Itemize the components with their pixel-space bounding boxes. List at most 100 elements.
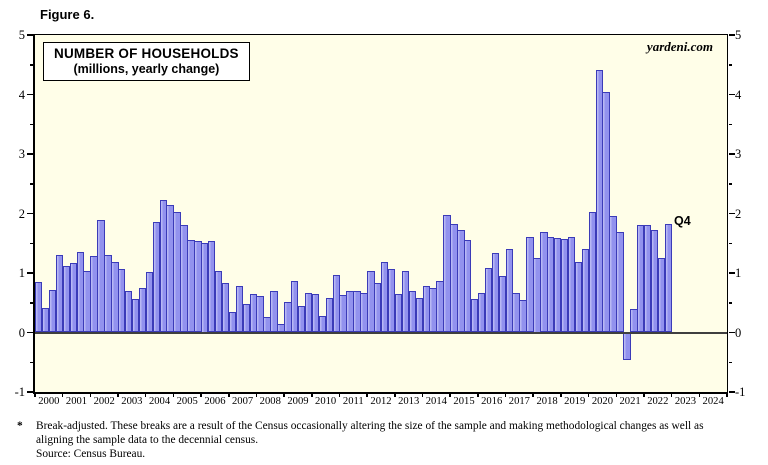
x-year-label: 2003 [121,396,143,407]
y-major-tick-right [728,391,735,393]
footnote-line2: aligning the sample data to the decennia… [36,433,259,446]
x-year-tick [228,392,230,397]
y-minor-tick-right [728,361,732,363]
x-year-tick [117,392,119,397]
y-major-tick-right [728,153,735,155]
plot-area: NUMBER OF HOUSEHOLDS (millions, yearly c… [15,29,746,407]
x-year-label: 2022 [647,396,669,407]
x-year-tick [89,392,92,397]
y-major-tick-left [27,212,34,215]
x-year-tick [726,392,728,397]
y-axis-label-left: 4 [18,87,25,102]
y-axis-label-left: -1 [14,385,25,399]
y-major-tick-right [728,34,735,36]
x-year-label: 2001 [65,396,88,407]
x-year-tick [366,392,368,397]
x-year-tick [338,392,341,397]
x-year-tick [144,392,147,397]
x-year-label: 2011 [342,396,364,407]
x-year-tick [670,392,673,397]
x-year-tick [394,392,396,397]
bar [623,332,631,360]
y-minor-tick-right [728,183,732,185]
x-year-label: 2019 [564,396,586,407]
bar [616,231,624,333]
x-year-label: 2007 [231,396,254,407]
x-year-label: 2021 [619,396,641,407]
footnote: * Break-adjusted. These breaks are a res… [16,420,756,461]
y-minor-tick-right [728,242,732,244]
y-minor-tick-right [728,64,732,66]
watermark-yardeni: yardeni.com [646,39,713,54]
y-axis-label-left: 2 [18,206,25,221]
x-year-tick [255,392,258,397]
y-major-tick-left [27,153,34,155]
x-year-label: 2004 [148,396,171,407]
y-axis-label-right: 5 [735,28,742,42]
x-year-tick [200,392,202,397]
chart-title-line2: (millions, yearly change) [73,61,220,76]
y-axis-label-right: 1 [735,266,742,280]
x-year-tick [421,392,424,397]
y-axis-label-left: 1 [18,266,25,280]
y-major-tick-left [27,93,34,96]
bar [664,224,673,333]
y-minor-tick-right [728,123,732,125]
y-axis-label-left: 5 [18,28,25,42]
x-year-label: 2010 [315,396,337,407]
x-year-tick [449,392,451,397]
y-axis-label-left: 3 [18,147,25,161]
y-axis-label-right: 0 [735,325,742,340]
y-major-tick-left [27,34,34,36]
x-year-tick [283,392,285,397]
y-minor-tick-left [30,242,34,244]
y-minor-tick-left [30,123,34,125]
x-year-label: 2006 [204,396,226,407]
y-minor-tick-left [30,302,34,304]
x-year-label: 2016 [481,396,503,407]
x-year-tick [311,392,313,397]
footnote-asterisk: * [17,420,23,432]
x-year-tick [643,392,645,397]
y-axis-label-right: 3 [735,147,742,161]
zero-axis-line [35,331,727,334]
x-year-tick [34,392,36,397]
x-year-label: 2018 [536,396,558,407]
x-year-tick [61,392,64,397]
x-year-tick [615,392,618,397]
y-major-tick-left [27,331,34,334]
x-year-label: 2024 [702,396,724,407]
y-axis-label-left: 0 [18,325,25,340]
footnote-source: Source: Census Bureau. [36,447,146,460]
x-year-tick [477,392,479,397]
y-major-tick-right [728,331,735,334]
x-year-label: 2013 [398,396,420,407]
y-major-tick-right [728,93,735,96]
y-minor-tick-left [30,361,34,363]
y-minor-tick-left [30,183,34,185]
y-major-tick-left [27,391,34,393]
x-year-label: 2015 [453,396,475,407]
x-year-label: 2012 [370,396,392,407]
x-year-label: 2005 [176,396,198,407]
y-minor-tick-right [728,302,732,304]
x-year-tick [698,392,701,397]
chart-title-box: NUMBER OF HOUSEHOLDS (millions, yearly c… [43,42,250,81]
x-year-tick [504,392,507,397]
y-major-tick-right [728,212,735,215]
y-minor-tick-left [30,64,34,66]
x-year-label: 2002 [93,396,115,407]
footnote-line1: Break-adjusted. These breaks are a resul… [36,420,704,432]
x-year-label: 2020 [591,396,614,407]
x-year-tick [560,392,562,397]
y-axis-label-right: 4 [735,87,742,102]
x-year-label: 2017 [508,396,530,407]
y-axis-label-right: 2 [735,206,742,221]
x-year-label: 2008 [259,396,281,407]
x-year-label: 2009 [287,396,309,407]
y-major-tick-right [728,272,735,274]
x-year-label: 2000 [38,396,60,407]
x-year-label: 2023 [674,396,697,407]
x-year-tick [172,392,175,397]
